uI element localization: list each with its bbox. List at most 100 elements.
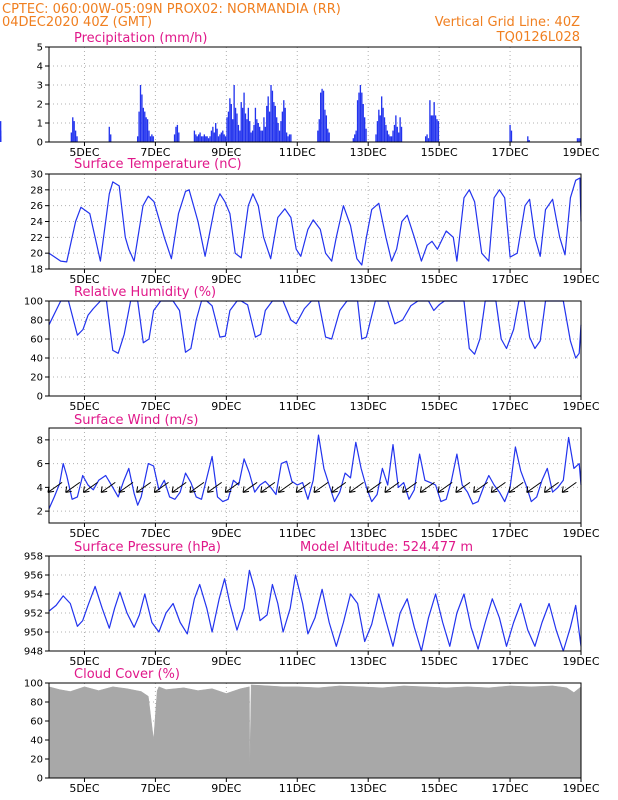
precip-bar <box>274 105 276 142</box>
precip-bar <box>390 136 393 142</box>
humidity-xtick-label: 11DEC <box>279 400 316 413</box>
humidity-ytick-label: 80 <box>30 316 43 327</box>
precip-bar <box>249 121 251 142</box>
precip-bar <box>379 115 381 142</box>
wind-arrow <box>207 481 222 493</box>
wind-arrow <box>260 481 276 493</box>
precip-bar <box>365 128 367 142</box>
pressure-xtick-label: 19DEC <box>562 655 599 668</box>
cloud-xtick-label: 5DEC <box>69 782 99 795</box>
precip-bar <box>270 85 272 142</box>
header-location: CPTEC: 060:00W-05:09N PROX02: NORMANDIA … <box>2 2 341 17</box>
precip-xtick-label: 19DEC <box>562 146 599 159</box>
precip-bar <box>395 115 397 142</box>
precip-bar <box>277 123 279 142</box>
precip-bar <box>145 117 147 142</box>
temperature-xtick-label: 17DEC <box>492 273 529 286</box>
humidity-xtick-label: 7DEC <box>140 400 170 413</box>
humidity-xtick-label: 5DEC <box>69 400 99 413</box>
precip-bar <box>253 124 255 142</box>
precip-bar <box>287 136 289 142</box>
cloud-ytick-label: 0 <box>37 774 43 785</box>
precip-bar <box>178 132 180 142</box>
precip-bar <box>325 115 328 142</box>
precip-bar <box>232 119 234 142</box>
wind-arrow <box>543 481 559 493</box>
precip-bar <box>72 117 74 142</box>
cloud-ytick-label: 40 <box>30 736 43 747</box>
precip-bar <box>212 126 214 142</box>
precip-bar <box>176 124 179 142</box>
precip-bar <box>285 132 288 142</box>
precip-bar <box>70 132 73 142</box>
precip-bar <box>138 111 140 142</box>
precip-bar <box>233 85 235 142</box>
precip-bar <box>193 130 196 142</box>
precip-bar <box>74 130 77 142</box>
wind-title: Surface Wind (m/s) <box>74 413 198 428</box>
precip-bar <box>268 111 271 142</box>
precip-bar <box>426 134 428 142</box>
precip-bar <box>576 138 579 142</box>
pressure-xtick-label: 17DEC <box>492 655 529 668</box>
precip-bar <box>424 136 427 142</box>
temperature-ytick-label: 22 <box>30 233 43 244</box>
precip-bar <box>328 132 330 142</box>
wind-xtick-label: 15DEC <box>421 527 458 540</box>
precip-ytick-label: 5 <box>37 43 43 54</box>
precip-bar <box>363 117 366 142</box>
precip-bar <box>375 134 377 142</box>
precip-bar <box>250 132 252 142</box>
humidity-ytick-label: 0 <box>37 392 43 403</box>
precip-bar <box>321 88 323 142</box>
precip-bar <box>362 104 364 142</box>
precip-bar <box>207 138 210 142</box>
pressure-xtick-label: 15DEC <box>421 655 458 668</box>
precip-bar <box>356 100 359 142</box>
wind-arrow <box>490 481 506 493</box>
precip-bar <box>392 130 394 142</box>
cloud-ytick-label: 80 <box>30 698 43 709</box>
precip-bar <box>355 130 357 142</box>
temperature-ytick-label: 30 <box>30 170 43 181</box>
precip-bar <box>290 134 292 142</box>
precip-bar <box>386 130 389 142</box>
pressure-ytick-label: 958 <box>24 552 43 563</box>
precip-bar <box>219 134 221 142</box>
cloud-xtick-label: 17DEC <box>492 782 529 795</box>
precip-bar <box>378 109 380 142</box>
pressure-ytick-label: 948 <box>24 647 43 658</box>
precip-bar <box>215 123 217 142</box>
precip-bar <box>352 138 354 142</box>
pressure-xtick-label: 11DEC <box>279 655 316 668</box>
wind-arrow <box>366 481 382 493</box>
precip-bar <box>354 134 356 142</box>
precip-bar <box>213 132 215 142</box>
precip-xtick-label: 11DEC <box>279 146 316 159</box>
precip-bar <box>267 96 269 142</box>
precip-bar <box>237 124 240 142</box>
precip-bar <box>358 92 360 142</box>
pressure-frame <box>48 555 582 652</box>
precip-bar <box>271 90 274 142</box>
humidity-panel: Relative Humidity (%) 0 20 40 60 80 100 5DEC 7DE… <box>24 285 600 413</box>
header-run-date: 04DEC2020 40Z (GMT) <box>2 15 152 30</box>
temperature-xtick-label: 11DEC <box>279 273 316 286</box>
wind-frame <box>48 427 582 524</box>
pressure-title: Surface Pressure (hPa) <box>74 540 221 555</box>
header: CPTEC: 060:00W-05:09N PROX02: NORMANDIA … <box>2 2 580 45</box>
temperature-xtick-label: 13DEC <box>350 273 387 286</box>
precip-bar <box>251 130 254 142</box>
precip-bar <box>429 100 431 142</box>
wind-ytick-label: 2 <box>37 507 43 518</box>
precip-bar <box>578 138 580 142</box>
precip-bar <box>398 132 400 142</box>
precip-bar <box>510 130 513 142</box>
pressure-line <box>48 569 582 652</box>
precip-bar <box>257 123 259 142</box>
cloud-ytick-label: 100 <box>24 679 43 690</box>
wind-xtick-label: 11DEC <box>279 527 316 540</box>
precip-bar <box>152 136 154 142</box>
pressure-panel: Surface Pressure (hPa) Model Altitude: 52… <box>24 540 600 668</box>
precip-bar <box>202 136 204 142</box>
